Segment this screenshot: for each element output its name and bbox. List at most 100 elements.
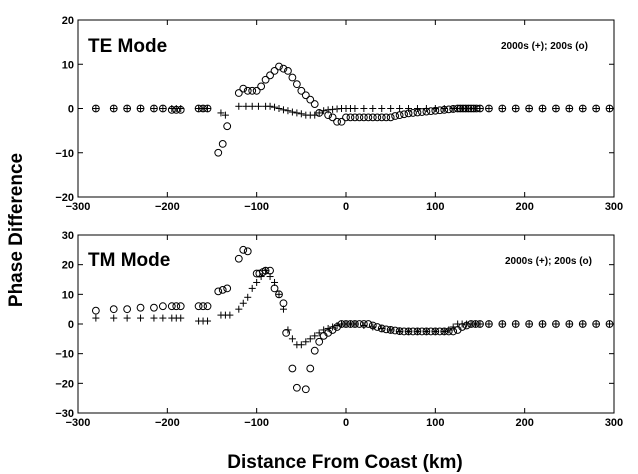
te-point-200s [511, 104, 520, 113]
tm-point-200s [431, 327, 440, 336]
tm-point-200s [440, 327, 449, 336]
tm-point-200s [351, 320, 359, 328]
tm-point-200s [292, 383, 301, 392]
te-xtick-label: 200 [515, 201, 533, 213]
te-point-200s [467, 104, 475, 113]
tm-ytick-label: −20 [55, 378, 74, 390]
te-point-2000s [248, 102, 256, 110]
tm-point-2000s [302, 338, 310, 346]
te-point-200s [453, 104, 462, 113]
te-point-200s [413, 108, 422, 117]
tm-point-200s [552, 320, 560, 328]
tm-xtick-label: 0 [343, 417, 349, 429]
te-point-200s [461, 104, 470, 113]
te-point-200s [252, 86, 261, 95]
tm-point-2000s [204, 317, 212, 325]
te-point-2000s [217, 109, 225, 117]
tm-point-2000s [396, 327, 404, 335]
te-point-2000s [110, 105, 118, 112]
te-point-2000s [204, 105, 212, 112]
tm-ytick-label: −10 [55, 349, 74, 361]
tm-point-200s [467, 320, 475, 328]
te-point-200s [279, 64, 288, 73]
tm-point-200s [239, 245, 248, 254]
x-axis-label: Distance From Coast (km) [227, 452, 462, 473]
tm-point-200s [194, 302, 203, 311]
te-point-200s [301, 91, 310, 100]
tm-point-2000s [239, 299, 247, 307]
te-point-2000s [288, 108, 296, 116]
tm-mode-panel: TM Mode 2000s (+); 200s (o) −300 −200 −100… [55, 230, 623, 429]
te-point-200s [337, 117, 346, 126]
tm-point-2000s [498, 320, 506, 328]
tm-point-2000s [306, 335, 314, 343]
te-point-200s [377, 113, 386, 122]
tm-point-200s [498, 320, 507, 328]
tm-point-200s [462, 321, 471, 330]
tm-point-2000s [235, 305, 243, 313]
tm-xtick-label: −300 [66, 417, 91, 429]
te-point-200s [275, 62, 283, 71]
tm-point-200s [565, 320, 574, 328]
tm-point-200s [485, 320, 493, 328]
te-xtick-label: 0 [343, 201, 349, 213]
te-point-2000s [413, 105, 421, 112]
te-point-2000s [271, 103, 279, 111]
te-point-200s [315, 109, 324, 117]
tm-point-200s [214, 287, 223, 296]
tm-point-200s [172, 302, 181, 311]
te-point-2000s [378, 105, 386, 112]
tm-point-200s [364, 320, 373, 328]
te-point-200s [538, 104, 547, 113]
te-point-200s [297, 86, 306, 95]
tm-point-2000s [360, 321, 368, 329]
tm-point-200s [435, 327, 444, 336]
tm-point-200s [449, 327, 458, 336]
te-point-200s [578, 104, 587, 113]
te-point-2000s [387, 105, 395, 112]
tm-point-2000s [311, 332, 319, 340]
tm-point-200s [310, 346, 319, 355]
te-point-2000s [315, 109, 323, 117]
te-point-2000s [150, 105, 158, 112]
te-point-200s [328, 113, 337, 122]
te-point-200s [342, 113, 350, 122]
te-point-200s [472, 104, 481, 113]
te-point-200s [395, 111, 404, 120]
tm-legend: 2000s (+); 200s (o) [505, 256, 592, 267]
te-point-200s [426, 107, 435, 116]
tm-xtick-label: 300 [605, 417, 623, 429]
tm-point-200s [255, 269, 264, 278]
tm-point-2000s [123, 314, 131, 322]
te-point-200s [248, 86, 257, 95]
tm-point-200s [109, 305, 118, 314]
te-point-2000s [221, 111, 229, 119]
tm-point-200s [275, 290, 283, 299]
tm-point-2000s [405, 327, 413, 335]
tm-point-200s [218, 285, 227, 294]
tm-point-2000s [552, 320, 560, 328]
te-point-2000s [297, 110, 305, 118]
tm-point-2000s [244, 293, 252, 301]
tm-xtick-label: 100 [426, 417, 444, 429]
tm-point-2000s [150, 314, 158, 322]
te-point-200s [333, 117, 341, 126]
tm-point-200s [282, 329, 291, 337]
te-point-200s [469, 104, 478, 113]
tm-point-200s [234, 254, 243, 263]
te-point-200s [123, 104, 132, 113]
te-legend: 2000s (+); 200s (o) [501, 41, 588, 52]
tm-ytick-label: 10 [62, 289, 74, 301]
te-point-200s [498, 104, 507, 113]
y-axis-label: Phase Difference [6, 153, 27, 307]
tm-point-2000s [512, 320, 520, 328]
tm-ytick-label: −30 [55, 408, 74, 420]
te-point-2000s [405, 105, 413, 112]
tm-point-200s [279, 299, 288, 308]
te-point-2000s [266, 102, 274, 110]
te-point-2000s [552, 105, 560, 112]
te-point-200s [91, 104, 100, 113]
te-point-200s [355, 113, 364, 122]
